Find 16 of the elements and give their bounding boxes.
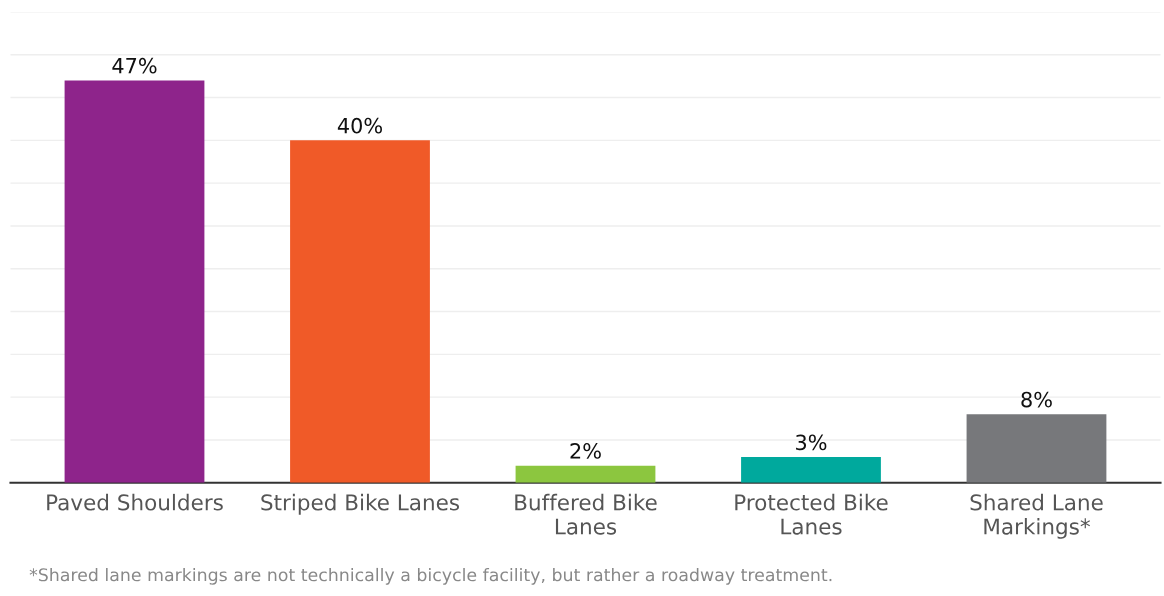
data-label: 47%: [112, 57, 157, 74]
data-label: 8%: [1021, 391, 1052, 408]
x-tick-label: Buffered Bike Lanes: [515, 493, 657, 535]
bar: [515, 465, 656, 483]
x-tick-label: Paved Shoulders: [47, 493, 223, 511]
bar: [741, 457, 881, 483]
text: *Shared lane markings are not technically a bicycle facility, but rather a roadway treatment.: [29, 567, 832, 585]
x-tick-label: Protected Bike Lanes: [735, 493, 888, 535]
data-label: 3%: [796, 434, 827, 451]
bar: [290, 140, 430, 483]
bar: [64, 80, 205, 483]
x-tick-label: Shared Lane Markings*: [970, 493, 1103, 539]
x-tick-label: Striped Bike Lanes: [261, 493, 460, 515]
bar: [966, 414, 1107, 483]
data-label: 40%: [337, 117, 382, 134]
data-label: 2%: [570, 443, 601, 459]
